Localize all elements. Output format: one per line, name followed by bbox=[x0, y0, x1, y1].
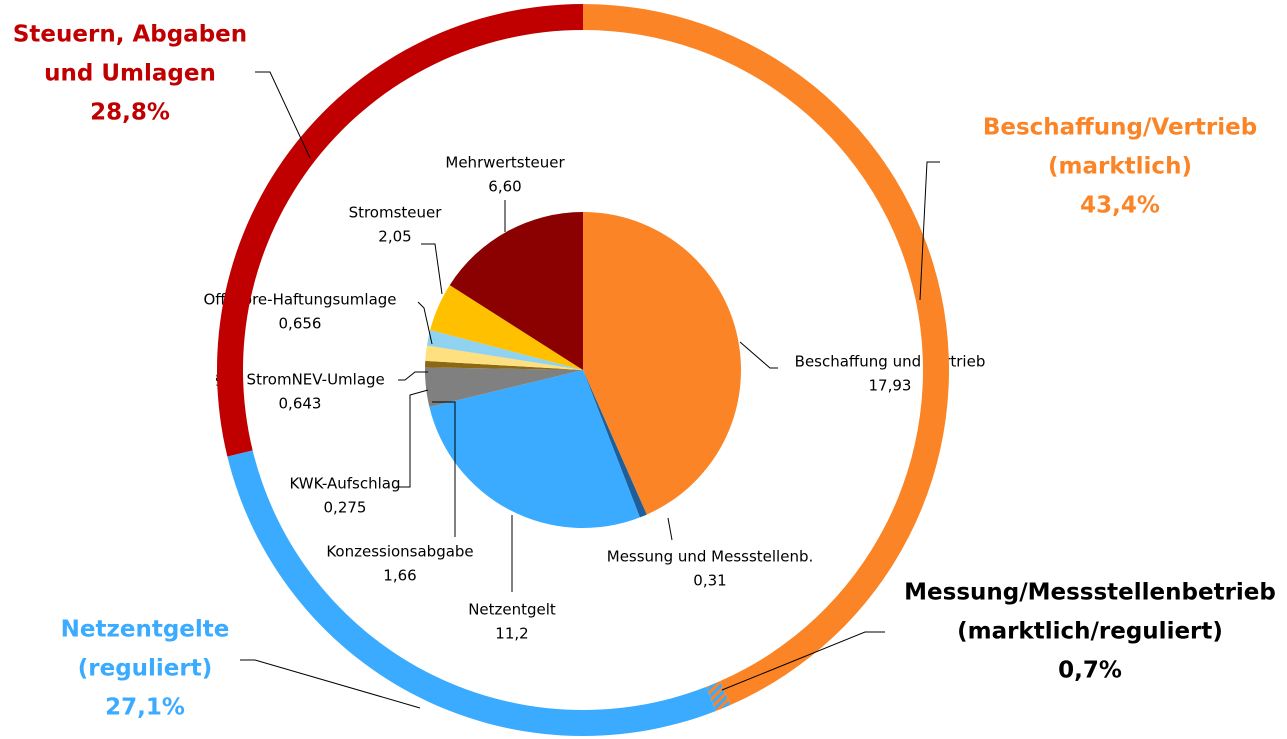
ring-segment bbox=[706, 681, 731, 712]
slice-value: 17,93 bbox=[869, 377, 912, 395]
pie-slice bbox=[449, 212, 583, 370]
leader-line bbox=[739, 341, 778, 369]
pie-slice bbox=[583, 212, 742, 515]
leader-line bbox=[240, 659, 421, 709]
leader-line bbox=[421, 243, 443, 295]
pie-slice bbox=[425, 360, 583, 370]
pie-slice bbox=[583, 370, 647, 518]
leader-line bbox=[255, 71, 311, 159]
slice-value: 0,656 bbox=[279, 315, 322, 333]
ring-label: Steuern, Abgaben bbox=[13, 22, 247, 48]
slice-label: KWK-Aufschlag bbox=[290, 475, 401, 493]
leader-line bbox=[721, 631, 885, 691]
ring-label: Netzentgelte bbox=[61, 617, 230, 643]
ring-value: 0,7% bbox=[1058, 658, 1122, 684]
pie-slice bbox=[429, 370, 640, 528]
ring-label: (marktlich/reguliert) bbox=[957, 619, 1223, 645]
leader-line bbox=[396, 389, 429, 488]
ring-value: 43,4% bbox=[1080, 193, 1160, 219]
leader-line bbox=[417, 301, 433, 345]
slice-value: 6,60 bbox=[488, 178, 521, 196]
slice-value: 11,2 bbox=[495, 625, 528, 643]
ring-value: 27,1% bbox=[105, 695, 185, 721]
slice-label: Konzessionsabgabe bbox=[326, 543, 473, 561]
ring-label: und Umlagen bbox=[44, 61, 216, 87]
slice-label: Messung und Messstellenb. bbox=[607, 548, 814, 566]
slice-label: Offshore-Haftungsumlage bbox=[203, 291, 396, 309]
slice-value: 0,275 bbox=[324, 499, 367, 517]
ring-label: Messung/Messstellenbetrieb bbox=[904, 580, 1276, 606]
leader-line bbox=[919, 161, 940, 301]
slice-label: Stromsteuer bbox=[349, 204, 443, 222]
slice-value: 2,05 bbox=[378, 228, 411, 246]
slice-value: 0,643 bbox=[279, 395, 322, 413]
pie-slice bbox=[425, 367, 583, 407]
leader-line bbox=[398, 371, 428, 381]
ring-segment bbox=[227, 450, 716, 736]
leader-line bbox=[432, 401, 456, 537]
slice-label: §19 StromNEV-Umlage bbox=[215, 371, 385, 389]
ring-label: (marktlich) bbox=[1048, 154, 1192, 180]
ring-value: 28,8% bbox=[90, 100, 170, 126]
ring-label: (reguliert) bbox=[78, 656, 213, 682]
pie-slice bbox=[426, 330, 583, 370]
pie-slice bbox=[425, 345, 583, 370]
slice-label: Netzentgelt bbox=[468, 601, 556, 619]
slice-value: 1,66 bbox=[383, 567, 416, 585]
pie-slice bbox=[430, 285, 583, 370]
leader-line bbox=[667, 517, 673, 541]
slice-label: Mehrwertsteuer bbox=[445, 154, 565, 172]
slice-label: Beschaffung und Vertrieb bbox=[795, 353, 986, 371]
slice-value: 0,31 bbox=[693, 572, 726, 590]
ring-label: Beschaffung/Vertrieb bbox=[983, 115, 1257, 141]
